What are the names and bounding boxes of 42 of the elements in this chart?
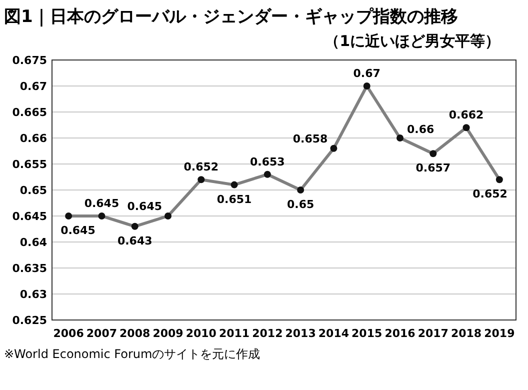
data-label: 0.662 bbox=[448, 108, 484, 122]
data-label: 0.65 bbox=[287, 198, 314, 211]
chart-subtitle: （1に近いほど男女平等） bbox=[324, 32, 500, 50]
y-tick-label: 0.675 bbox=[12, 54, 47, 67]
x-tick-label: 2017 bbox=[418, 327, 448, 340]
y-tick-label: 0.64 bbox=[20, 236, 48, 249]
x-tick-label: 2012 bbox=[252, 327, 283, 340]
x-tick-label: 2015 bbox=[352, 327, 382, 340]
x-tick-label: 2013 bbox=[285, 327, 316, 340]
data-label: 0.643 bbox=[117, 234, 152, 248]
x-tick-label: 2007 bbox=[86, 327, 118, 340]
data-label: 0.651 bbox=[216, 192, 252, 206]
y-tick-label: 0.63 bbox=[20, 288, 47, 301]
x-tick-label: 2016 bbox=[384, 327, 416, 340]
x-tick-label: 2018 bbox=[450, 327, 482, 340]
data-label: 0.652 bbox=[472, 188, 508, 201]
data-label: 0.653 bbox=[250, 155, 285, 168]
y-tick-label: 0.655 bbox=[12, 158, 47, 171]
data-label: 0.645 bbox=[84, 197, 120, 210]
y-tick-label: 0.67 bbox=[20, 80, 47, 93]
chart-title: 図1｜日本のグローバル・ジェンダー・ギャップ指数の推移 bbox=[4, 7, 458, 27]
x-tick-label: 2009 bbox=[152, 327, 184, 340]
x-tick-label: 2019 bbox=[484, 327, 515, 340]
data-label: 0.657 bbox=[416, 162, 451, 175]
data-label: 0.652 bbox=[184, 160, 219, 174]
y-tick-label: 0.65 bbox=[20, 184, 47, 197]
y-tick-label: 0.625 bbox=[12, 314, 47, 327]
data-label: 0.67 bbox=[353, 67, 380, 80]
x-tick-label: 2006 bbox=[53, 327, 84, 340]
data-label: 0.658 bbox=[292, 132, 328, 146]
y-tick-label: 0.665 bbox=[12, 106, 47, 119]
data-label: 0.645 bbox=[60, 224, 96, 237]
y-tick-label: 0.635 bbox=[12, 262, 47, 275]
y-tick-label: 0.66 bbox=[20, 132, 48, 145]
text: ※World Economic Forumのサイトを元に作成 bbox=[4, 347, 260, 361]
data-label: 0.645 bbox=[127, 200, 162, 213]
x-tick-label: 2011 bbox=[218, 327, 250, 340]
x-tick-label: 2010 bbox=[186, 327, 217, 340]
x-tick-label: 2008 bbox=[120, 327, 150, 340]
y-tick-label: 0.645 bbox=[12, 210, 47, 223]
data-label: 0.66 bbox=[407, 123, 434, 136]
x-tick-label: 2014 bbox=[318, 327, 350, 340]
